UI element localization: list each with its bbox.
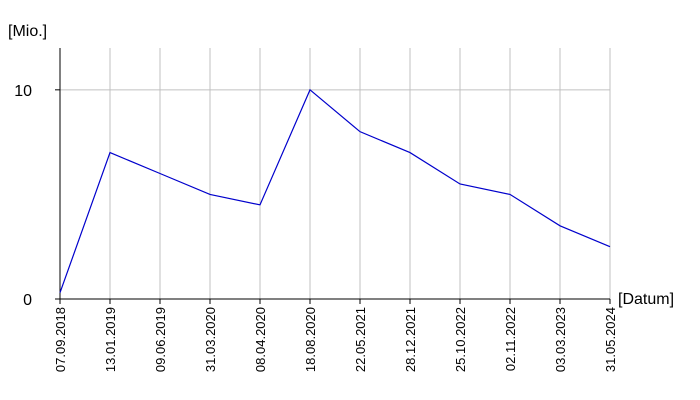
x-tick-label: 25.10.2022 — [453, 307, 468, 372]
x-tick-label: 28.12.2021 — [403, 307, 418, 372]
y-tick-label: 10 — [14, 83, 32, 100]
x-tick-label: 08.04.2020 — [253, 307, 268, 372]
x-tick-label: 03.03.2023 — [553, 307, 568, 372]
x-tick-label: 31.03.2020 — [203, 307, 218, 372]
x-tick-label: 13.01.2019 — [103, 307, 118, 372]
x-tick-label: 02.11.2022 — [503, 307, 518, 371]
y-tick-label: 0 — [23, 292, 32, 309]
data-line — [59, 88, 611, 293]
x-axis-label: [Datum] — [618, 291, 674, 308]
x-tick-label: 18.08.2020 — [303, 307, 318, 372]
x-tick-label: 07.09.2018 — [53, 307, 68, 372]
x-tick-label: 09.06.2019 — [153, 307, 168, 372]
y-axis-label: [Mio.] — [8, 23, 47, 40]
x-tick-label: 22.05.2021 — [353, 307, 368, 372]
x-tick-label: 31.05.2024 — [603, 307, 618, 372]
